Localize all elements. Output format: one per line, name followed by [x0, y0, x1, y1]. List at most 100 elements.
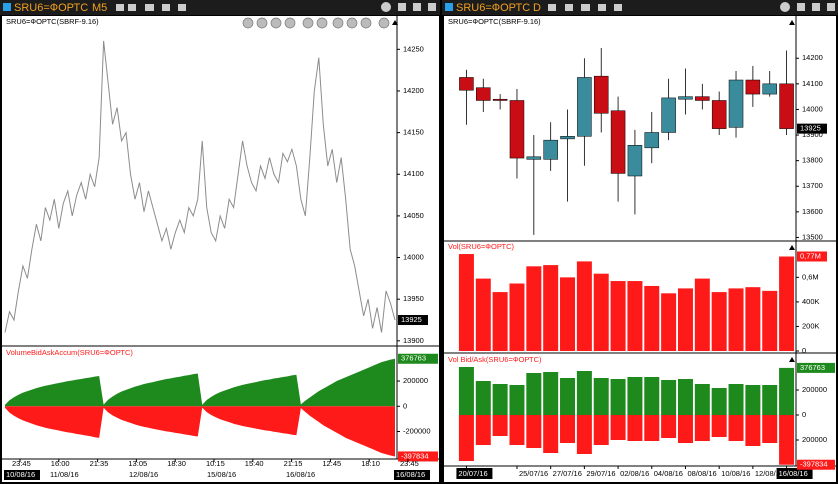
- price-tag-label: -397834: [401, 451, 429, 460]
- nav-buttons: [242, 17, 390, 29]
- tool-icon[interactable]: [812, 3, 820, 11]
- bar: [644, 285, 660, 351]
- price-tag-label: 0,77M: [800, 251, 821, 260]
- tool-icon[interactable]: [581, 4, 590, 11]
- bar: [475, 415, 491, 445]
- date-label: 15/08/16: [207, 470, 236, 479]
- y-tick-label: 0,6M: [802, 272, 819, 281]
- price-tag: [398, 353, 438, 364]
- pane-label: VolumeBidAskAccum(SRU6=ФОРТС): [6, 348, 133, 357]
- bar: [677, 415, 693, 443]
- bar: [711, 415, 727, 437]
- collapse-icon[interactable]: [789, 20, 795, 25]
- candle-body: [577, 77, 592, 137]
- y-tick-label: 0: [802, 346, 806, 355]
- bar: [593, 415, 609, 445]
- tool-icon[interactable]: [398, 3, 406, 11]
- candle-body: [509, 100, 525, 159]
- bar: [661, 415, 677, 438]
- date-label: 11/08/16: [50, 470, 79, 479]
- nav-button[interactable]: [346, 17, 358, 29]
- time-label: 23:45: [12, 459, 31, 468]
- accum-area: [5, 358, 395, 407]
- y-tick-label: 14200: [403, 86, 424, 95]
- price-tag: [797, 362, 835, 373]
- tool-icon[interactable]: [128, 4, 136, 11]
- collapse-icon[interactable]: [392, 20, 398, 25]
- y-tick-label: 0: [802, 410, 806, 419]
- tool-icon[interactable]: [827, 3, 835, 11]
- tool-icon[interactable]: [598, 4, 606, 11]
- tool-icon[interactable]: [413, 3, 421, 11]
- bar: [492, 415, 508, 436]
- bar: [492, 292, 508, 351]
- bar: [694, 415, 710, 441]
- y-tick-label: 200000: [802, 385, 827, 394]
- pane-label: Vol Bid/Ask(SRU6=ФОРТС): [448, 355, 542, 364]
- tool-icon[interactable]: [178, 4, 186, 11]
- nav-button[interactable]: [302, 17, 314, 29]
- y-tick-label: -200000: [403, 426, 431, 435]
- timeframe[interactable]: D: [533, 2, 541, 14]
- y-tick-label: 14100: [403, 169, 424, 178]
- collapse-icon[interactable]: [789, 357, 795, 362]
- tool-icon[interactable]: [428, 3, 436, 11]
- y-tick-label: 14000: [802, 104, 823, 113]
- bar: [492, 384, 508, 415]
- y-tick-label: 14200: [802, 53, 823, 62]
- time-label: 15:40: [245, 459, 264, 468]
- nav-button[interactable]: [242, 17, 254, 29]
- bar: [475, 278, 491, 351]
- bar: [543, 372, 559, 415]
- window-title: SRU6=ФОРТС: [14, 2, 88, 14]
- date-highlight: [4, 470, 40, 480]
- nav-button[interactable]: [270, 17, 282, 29]
- bar: [576, 415, 592, 454]
- date-label: 12/08/16: [129, 470, 158, 479]
- bar: [593, 273, 609, 351]
- candle-body: [543, 139, 558, 160]
- nav-button[interactable]: [256, 17, 268, 29]
- y-tick-label: 13700: [802, 181, 823, 190]
- bar: [458, 367, 474, 415]
- bar: [728, 415, 744, 441]
- y-tick-label: 13600: [802, 207, 823, 216]
- tool-icon[interactable]: [565, 4, 573, 11]
- time-label: 21:15: [284, 459, 303, 468]
- bar: [711, 292, 727, 351]
- date-highlight: [394, 470, 430, 480]
- nav-button[interactable]: [378, 17, 390, 29]
- tool-icon[interactable]: [116, 4, 124, 11]
- y-tick-label: 200K: [802, 321, 820, 330]
- time-label: 12:45: [322, 459, 341, 468]
- bar: [509, 415, 525, 445]
- bar: [644, 415, 660, 441]
- tool-icon[interactable]: [614, 4, 622, 11]
- tool-icon[interactable]: [548, 4, 556, 11]
- tool-icon[interactable]: [797, 3, 805, 11]
- tool-icon[interactable]: [145, 4, 154, 11]
- time-label: 13:05: [128, 459, 147, 468]
- bar: [560, 277, 576, 351]
- bar: [779, 367, 795, 415]
- bar: [593, 378, 609, 415]
- bar: [475, 381, 491, 415]
- tool-icon[interactable]: [162, 4, 170, 11]
- bar: [677, 379, 693, 415]
- tool-icon[interactable]: [381, 2, 391, 12]
- bar: [543, 415, 559, 453]
- window-icon: [3, 3, 11, 11]
- candle-body: [728, 79, 744, 128]
- nav-button[interactable]: [360, 17, 372, 29]
- candle-body: [711, 100, 727, 129]
- nav-button[interactable]: [284, 17, 296, 29]
- bar: [610, 281, 626, 351]
- nav-button[interactable]: [316, 17, 328, 29]
- timeframe[interactable]: M5: [92, 2, 107, 14]
- collapse-icon[interactable]: [789, 245, 795, 250]
- tool-icon[interactable]: [780, 2, 790, 12]
- bar: [762, 385, 778, 415]
- nav-button[interactable]: [332, 17, 344, 29]
- candle-body: [593, 75, 609, 114]
- date-label: 04/08/16: [654, 469, 683, 478]
